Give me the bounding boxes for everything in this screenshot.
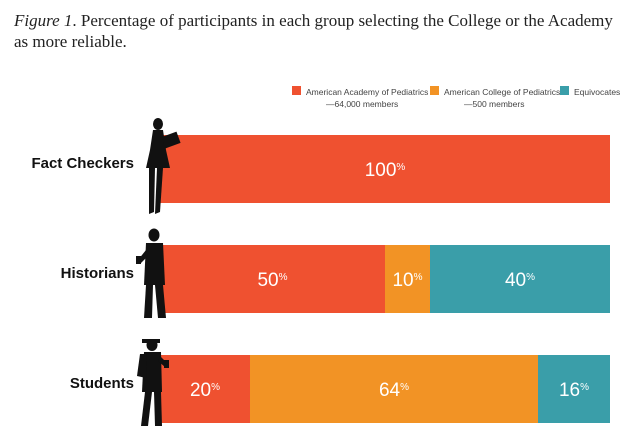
bar-students-american-college-of-pediatrics xyxy=(250,355,538,423)
value-label-students-american-college-of-pediatrics: 64% xyxy=(379,380,409,401)
value-label-historians-equivocates: 40% xyxy=(505,270,535,291)
legend-swatch xyxy=(430,86,439,95)
bar-fact-checkers-american-academy-of-pediatrics xyxy=(160,135,610,203)
bar-students-american-academy-of-pediatrics xyxy=(160,355,250,423)
legend-swatch xyxy=(560,86,569,95)
bars: 100% 50% 10% 40% 20% 64% 16% xyxy=(160,135,610,423)
legend-sublabel: —500 members xyxy=(464,99,524,109)
legend: American Academy of Pediatrics —64,000 me… xyxy=(292,86,620,109)
figure-caption: Figure 1. Percentage of participants in … xyxy=(14,10,614,52)
legend-label: American Academy of Pediatrics xyxy=(306,87,428,97)
bar-historians-equivocates xyxy=(430,245,610,313)
man-with-phone-icon xyxy=(136,228,166,318)
figure-label: Figure 1 xyxy=(14,11,73,30)
legend-item-american-college-of-pediatrics: American College of Pediatrics —500 membe… xyxy=(430,86,560,109)
category-label-students: Students xyxy=(70,375,134,392)
value-label-students-american-academy-of-pediatrics: 20% xyxy=(190,380,220,401)
value-label-fact-checkers-american-academy-of-pediatrics: 100% xyxy=(365,160,406,181)
bar-students-equivocates xyxy=(538,355,610,423)
category-label-fact-checkers: Fact Checkers xyxy=(31,155,134,172)
legend-label: American College of Pediatrics xyxy=(444,87,560,97)
legend-sublabel: —64,000 members xyxy=(326,99,398,109)
caption-text: . Percentage of participants in each gro… xyxy=(14,11,613,51)
student-with-phone-icon xyxy=(137,339,169,426)
legend-swatch xyxy=(292,86,301,95)
legend-item-american-academy-of-pediatrics: American Academy of Pediatrics —64,000 me… xyxy=(292,86,428,109)
value-label-historians-american-academy-of-pediatrics: 50% xyxy=(257,270,287,291)
category-label-historians: Historians xyxy=(61,265,134,282)
bar-historians-american-college-of-pediatrics xyxy=(385,245,430,313)
value-label-students-equivocates: 16% xyxy=(559,380,589,401)
legend-item-equivocates: Equivocates xyxy=(560,86,620,97)
value-label-historians-american-college-of-pediatrics: 10% xyxy=(392,270,422,291)
category-labels: Fact Checkers Historians Students xyxy=(31,155,134,392)
silhouettes xyxy=(136,118,181,426)
bar-historians-american-academy-of-pediatrics xyxy=(160,245,385,313)
woman-with-tablet-icon xyxy=(146,118,181,214)
legend-label: Equivocates xyxy=(574,87,620,97)
